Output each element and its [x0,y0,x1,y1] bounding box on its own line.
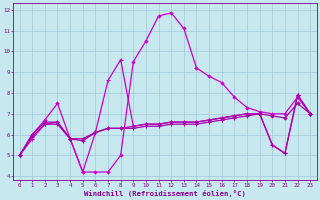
X-axis label: Windchill (Refroidissement éolien,°C): Windchill (Refroidissement éolien,°C) [84,190,246,197]
